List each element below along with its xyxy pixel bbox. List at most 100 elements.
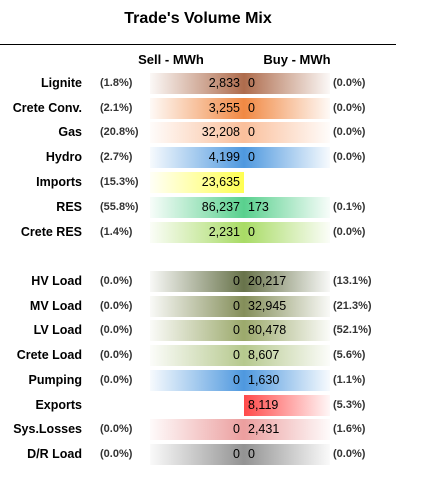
buy-value: 0 [248,76,255,90]
row-label: Sys.Losses [13,422,82,436]
sell-cell: 23,635 [150,172,244,193]
sell-percent: (0.0%) [100,324,133,336]
buy-cell: 20,217 [244,271,330,292]
table-row: Gas (20.8%) 32,208 0 (0.0%) [0,122,436,143]
buy-cell: 1,630 [244,370,330,391]
row-label: Imports [36,175,82,189]
sell-percent: (0.0%) [100,448,133,460]
buy-cell: 0 [244,147,330,168]
sell-percent: (0.0%) [100,275,133,287]
buy-value: 80,478 [248,323,287,337]
buy-percent: (52.1%) [333,324,372,336]
buy-cell: 8,607 [244,345,330,366]
row-label: RES [56,200,82,214]
buy-value: 32,945 [248,299,287,313]
buy-percent: (0.0%) [333,126,366,138]
table-row: Lignite (1.8%) 2,833 0 (0.0%) [0,73,436,94]
sell-percent: (2.1%) [100,102,133,114]
buy-value: 8,119 [248,398,279,412]
sell-column-header: Sell - MWh [138,52,204,67]
table-row: D/R Load (0.0%) 0 0 (0.0%) [0,444,436,465]
sell-value: 0 [233,299,240,313]
buy-cell: 8,119 [244,395,330,416]
sell-cell: 2,833 [150,73,244,94]
buy-cell: 173 [244,197,330,218]
buy-value: 20,217 [248,274,287,288]
buy-cell: 0 [244,222,330,243]
table-row: Imports (15.3%) 23,635 [0,172,436,193]
sell-percent: (1.8%) [100,77,133,89]
buy-cell: 0 [244,98,330,119]
title-divider [0,44,396,45]
row-label: Pumping [28,373,82,387]
sell-value: 32,208 [201,125,240,139]
row-label: HV Load [31,274,82,288]
sell-cell: 32,208 [150,122,244,143]
sell-percent: (0.0%) [100,423,133,435]
buy-percent: (0.1%) [333,201,366,213]
buy-cell: 2,431 [244,419,330,440]
buy-cell: 32,945 [244,296,330,317]
table-row: HV Load (0.0%) 0 20,217 (13.1%) [0,271,436,292]
sell-value: 86,237 [201,200,240,214]
sell-value: 0 [233,348,240,362]
row-label: MV Load [29,299,82,313]
buy-column-header: Buy - MWh [263,52,331,67]
sell-value: 0 [233,422,240,436]
sell-value: 0 [233,373,240,387]
sell-value: 0 [233,323,240,337]
table-row: Sys.Losses (0.0%) 0 2,431 (1.6%) [0,419,436,440]
buy-percent: (5.6%) [333,349,366,361]
buy-value: 0 [248,101,255,115]
table-row: Pumping (0.0%) 0 1,630 (1.1%) [0,370,436,391]
buy-percent: (0.0%) [333,77,366,89]
buy-percent: (0.0%) [333,448,366,460]
table-row: Exports 8,119 (5.3%) [0,395,436,416]
buy-cell: 0 [244,122,330,143]
sell-value: 3,255 [208,101,240,115]
sell-percent: (1.4%) [100,226,133,238]
buy-percent: (1.1%) [333,374,366,386]
table-row: MV Load (0.0%) 0 32,945 (21.3%) [0,296,436,317]
buy-cell: 0 [244,73,330,94]
buy-percent: (21.3%) [333,300,372,312]
table-row: Hydro (2.7%) 4,199 0 (0.0%) [0,147,436,168]
row-label: Lignite [41,76,82,90]
sell-value: 4,199 [208,150,240,164]
sell-cell: 4,199 [150,147,244,168]
buy-percent: (0.0%) [333,151,366,163]
sell-cell: 2,231 [150,222,244,243]
buy-cell: 80,478 [244,320,330,341]
sell-percent: (0.0%) [100,349,133,361]
sell-cell [150,395,244,416]
buy-cell: 0 [244,444,330,465]
sell-cell: 0 [150,296,244,317]
sell-value: 0 [233,447,240,461]
row-label: D/R Load [27,447,82,461]
sell-cell: 86,237 [150,197,244,218]
sell-value: 23,635 [201,175,240,189]
buy-percent: (1.6%) [333,423,366,435]
sell-cell: 0 [150,370,244,391]
sell-cell: 0 [150,345,244,366]
buy-percent: (5.3%) [333,399,366,411]
sell-percent: (2.7%) [100,151,133,163]
buy-value: 8,607 [248,348,280,362]
sell-cell: 0 [150,271,244,292]
page-title: Trade's Volume Mix [124,10,272,27]
row-label: LV Load [33,323,82,337]
row-label: Crete Load [16,348,82,362]
buy-value: 0 [248,225,255,239]
table-row: Crete Conv. (2.1%) 3,255 0 (0.0%) [0,98,436,119]
sell-percent: (20.8%) [100,126,139,138]
sell-cell: 3,255 [150,98,244,119]
buy-percent: (0.0%) [333,226,366,238]
buy-value: 173 [248,200,269,214]
table-row: LV Load (0.0%) 0 80,478 (52.1%) [0,320,436,341]
sell-value: 2,231 [208,225,240,239]
sell-cell: 0 [150,444,244,465]
buy-value: 1,630 [248,373,280,387]
sell-percent: (55.8%) [100,201,139,213]
sell-percent: (0.0%) [100,374,133,386]
sell-percent: (15.3%) [100,176,139,188]
